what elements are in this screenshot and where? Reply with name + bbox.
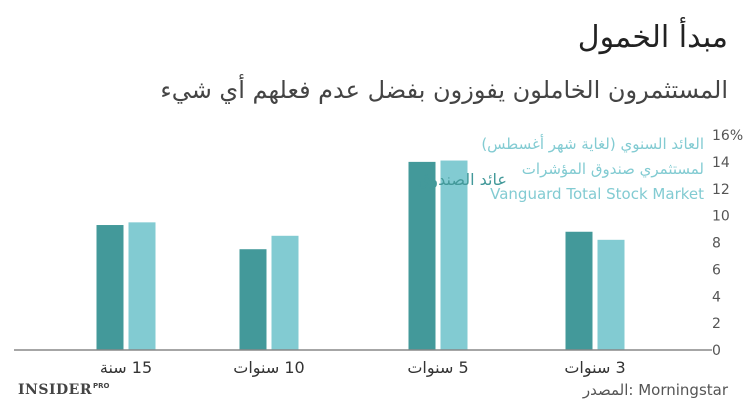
- legend-investor-return-line: لمستثمري صندوق المؤشرات: [522, 160, 704, 179]
- legend-investor-return-line: Vanguard Total Stock Market: [490, 185, 704, 203]
- source-note: المصدر: Morningstar: [582, 381, 728, 399]
- insider-pro-logo: INSIDERPRO: [18, 382, 110, 398]
- y-tick-label: 8: [712, 236, 721, 252]
- bar-investor-return: [128, 222, 156, 350]
- bar-fund-return: [565, 231, 593, 350]
- y-tick-label: 2: [712, 316, 721, 332]
- x-tick-label: 5 سنوات: [407, 358, 468, 378]
- legend-investor-return-line: العائد السنوي (لغاية شهر أغسطس): [481, 134, 704, 154]
- y-tick-label: 4: [712, 289, 721, 305]
- x-tick-label: 10 سنوات: [233, 358, 304, 378]
- x-axis-labels: 15 سنة 10 سنوات 5 سنوات 3 سنوات: [100, 358, 626, 378]
- legend-fund-return: عائد الصندوق: [418, 170, 507, 190]
- y-tick-label: 10: [712, 209, 730, 225]
- bar-chart: 0 2 4 6 8 10 12 14 16% 15 سنة 10 سنوات 5 سنوات 3 سن…: [14, 128, 743, 378]
- y-tick-label: 14: [712, 155, 730, 171]
- legend: عائد الصندوق العائد السنوي (لغاية شهر أغس…: [418, 134, 704, 203]
- bar-fund-return: [239, 249, 267, 350]
- bar-investor-return: [440, 160, 468, 350]
- bars: [96, 160, 625, 350]
- y-tick-label: 6: [712, 262, 721, 278]
- x-tick-label: 15 سنة: [100, 358, 152, 377]
- chart-title: مبدأ الخمول: [577, 20, 728, 55]
- chart-subtitle: المستثمرون الخاملون يفوزون بفضل عدم فعله…: [160, 76, 728, 104]
- bar-investor-return: [271, 235, 299, 350]
- bar-fund-return: [408, 161, 436, 350]
- x-tick-label: 3 سنوات: [564, 358, 625, 378]
- y-axis-ticks: 0 2 4 6 8 10 12 14 16%: [712, 128, 743, 359]
- y-tick-label: 12: [712, 182, 730, 198]
- y-tick-label: 16%: [712, 128, 743, 144]
- bar-investor-return: [597, 239, 625, 350]
- bar-fund-return: [96, 225, 124, 350]
- y-tick-label: 0: [712, 343, 721, 359]
